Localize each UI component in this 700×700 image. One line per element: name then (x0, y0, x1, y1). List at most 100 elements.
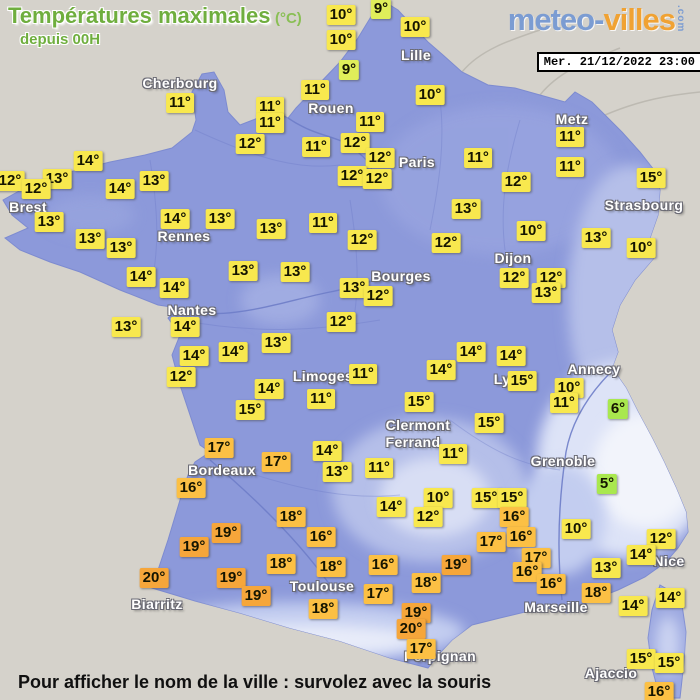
temp-badge[interactable]: 19° (401, 603, 431, 623)
temp-badge[interactable]: 11° (464, 148, 492, 168)
temp-badge[interactable]: 17° (476, 532, 506, 552)
temp-badge[interactable]: 11° (349, 364, 377, 384)
temp-badge[interactable]: 20° (396, 619, 426, 639)
temp-badge[interactable]: 16° (499, 507, 529, 527)
temp-badge[interactable]: 17° (204, 438, 234, 458)
temp-badge[interactable]: 16° (506, 527, 536, 547)
temp-badge[interactable]: 19° (441, 555, 471, 575)
temp-badge[interactable]: 14° (655, 588, 685, 608)
temp-badge[interactable]: 11° (556, 157, 584, 177)
temp-badge[interactable]: 18° (581, 583, 611, 603)
temp-badge[interactable]: 12° (431, 233, 461, 253)
temp-badge[interactable]: 19° (211, 523, 241, 543)
temp-badge[interactable]: 12° (0, 171, 25, 191)
temp-badge[interactable]: 17° (406, 639, 436, 659)
temp-badge[interactable]: 12° (347, 230, 377, 250)
temp-badge[interactable]: 14° (179, 346, 209, 366)
temp-badge[interactable]: 14° (218, 342, 248, 362)
temp-badge[interactable]: 15° (626, 649, 656, 669)
temp-badge[interactable]: 14° (170, 317, 200, 337)
temp-badge[interactable]: 13° (34, 212, 64, 232)
temp-badge[interactable]: 13° (75, 229, 105, 249)
temp-badge[interactable]: 18° (276, 507, 306, 527)
temp-badge[interactable]: 15° (404, 392, 434, 412)
temp-badge[interactable]: 12° (21, 179, 51, 199)
temp-badge[interactable]: 11° (301, 80, 329, 100)
temp-badge[interactable]: 11° (439, 444, 467, 464)
temp-badge[interactable]: 11° (256, 97, 284, 117)
temp-badge[interactable]: 14° (160, 209, 190, 229)
temp-badge[interactable]: 16° (176, 478, 206, 498)
temp-badge[interactable]: 12° (340, 133, 370, 153)
temp-badge[interactable]: 18° (411, 573, 441, 593)
temp-badge[interactable]: 6° (607, 399, 629, 419)
temp-badge[interactable]: 20° (139, 568, 169, 588)
temp-badge[interactable]: 12° (362, 169, 392, 189)
temp-badge[interactable]: 10° (400, 17, 430, 37)
temp-badge[interactable]: 13° (280, 262, 310, 282)
temp-badge[interactable]: 12° (166, 367, 196, 387)
temp-badge[interactable]: 11° (302, 137, 330, 157)
temp-badge[interactable]: 10° (626, 238, 656, 258)
temp-badge[interactable]: 15° (636, 168, 666, 188)
temp-badge[interactable]: 13° (581, 228, 611, 248)
site-logo[interactable]: meteo- villes .com (508, 2, 686, 38)
temp-badge[interactable]: 14° (618, 596, 648, 616)
temp-badge[interactable]: 12° (326, 312, 356, 332)
temp-badge[interactable]: 16° (512, 562, 542, 582)
temp-badge[interactable]: 14° (376, 497, 406, 517)
temp-badge[interactable]: 14° (159, 278, 189, 298)
temp-badge[interactable]: 14° (426, 360, 456, 380)
temp-badge[interactable]: 13° (261, 333, 291, 353)
temp-badge[interactable]: 13° (139, 171, 169, 191)
temp-badge[interactable]: 10° (561, 519, 591, 539)
temp-badge[interactable]: 12° (499, 268, 529, 288)
temp-badge[interactable]: 11° (556, 127, 584, 147)
temp-badge[interactable]: 10° (326, 5, 356, 25)
temp-badge[interactable]: 11° (365, 458, 393, 478)
temp-badge[interactable]: 13° (591, 558, 621, 578)
temp-badge[interactable]: 18° (316, 557, 346, 577)
temp-badge[interactable]: 13° (256, 219, 286, 239)
temp-badge[interactable]: 19° (241, 586, 271, 606)
temp-badge[interactable]: 13° (205, 209, 235, 229)
temp-badge[interactable]: 12° (337, 166, 367, 186)
temp-badge[interactable]: 16° (368, 555, 398, 575)
temp-badge[interactable]: 9° (338, 60, 360, 80)
temp-badge[interactable]: 13° (322, 462, 352, 482)
temp-badge[interactable]: 14° (456, 342, 486, 362)
temp-badge[interactable]: 10° (423, 488, 453, 508)
temp-badge[interactable]: 15° (507, 371, 537, 391)
temp-badge[interactable]: 11° (307, 389, 335, 409)
temp-badge[interactable]: 13° (228, 261, 258, 281)
temp-badge[interactable]: 14° (126, 267, 156, 287)
temp-badge[interactable]: 13° (339, 278, 369, 298)
temp-badge[interactable]: 13° (111, 317, 141, 337)
temp-badge[interactable]: 12° (235, 134, 265, 154)
temp-badge[interactable]: 19° (216, 568, 246, 588)
temp-badge[interactable]: 15° (471, 488, 501, 508)
temp-badge[interactable]: 12° (501, 172, 531, 192)
temp-badge[interactable]: 13° (451, 199, 481, 219)
temp-badge[interactable]: 14° (626, 545, 656, 565)
temp-badge[interactable]: 18° (266, 554, 296, 574)
temp-badge[interactable]: 12° (365, 148, 395, 168)
temp-badge[interactable]: 15° (235, 400, 265, 420)
temp-badge[interactable]: 19° (179, 537, 209, 557)
temp-badge[interactable]: 17° (363, 584, 393, 604)
temp-badge[interactable]: 12° (646, 529, 676, 549)
temp-badge[interactable]: 14° (254, 379, 284, 399)
temp-badge[interactable]: 14° (312, 441, 342, 461)
temp-badge[interactable]: 11° (550, 393, 578, 413)
temp-badge[interactable]: 14° (496, 346, 526, 366)
temp-badge[interactable]: 11° (166, 93, 194, 113)
temp-badge[interactable]: 12° (363, 286, 393, 306)
temp-badge[interactable]: 10° (326, 30, 356, 50)
temp-badge[interactable]: 10° (516, 221, 546, 241)
temp-badge[interactable]: 10° (415, 85, 445, 105)
temp-badge[interactable]: 11° (256, 113, 284, 133)
temp-badge[interactable]: 16° (306, 527, 336, 547)
temp-badge[interactable]: 16° (644, 682, 674, 700)
temp-badge[interactable]: 9° (370, 0, 392, 19)
